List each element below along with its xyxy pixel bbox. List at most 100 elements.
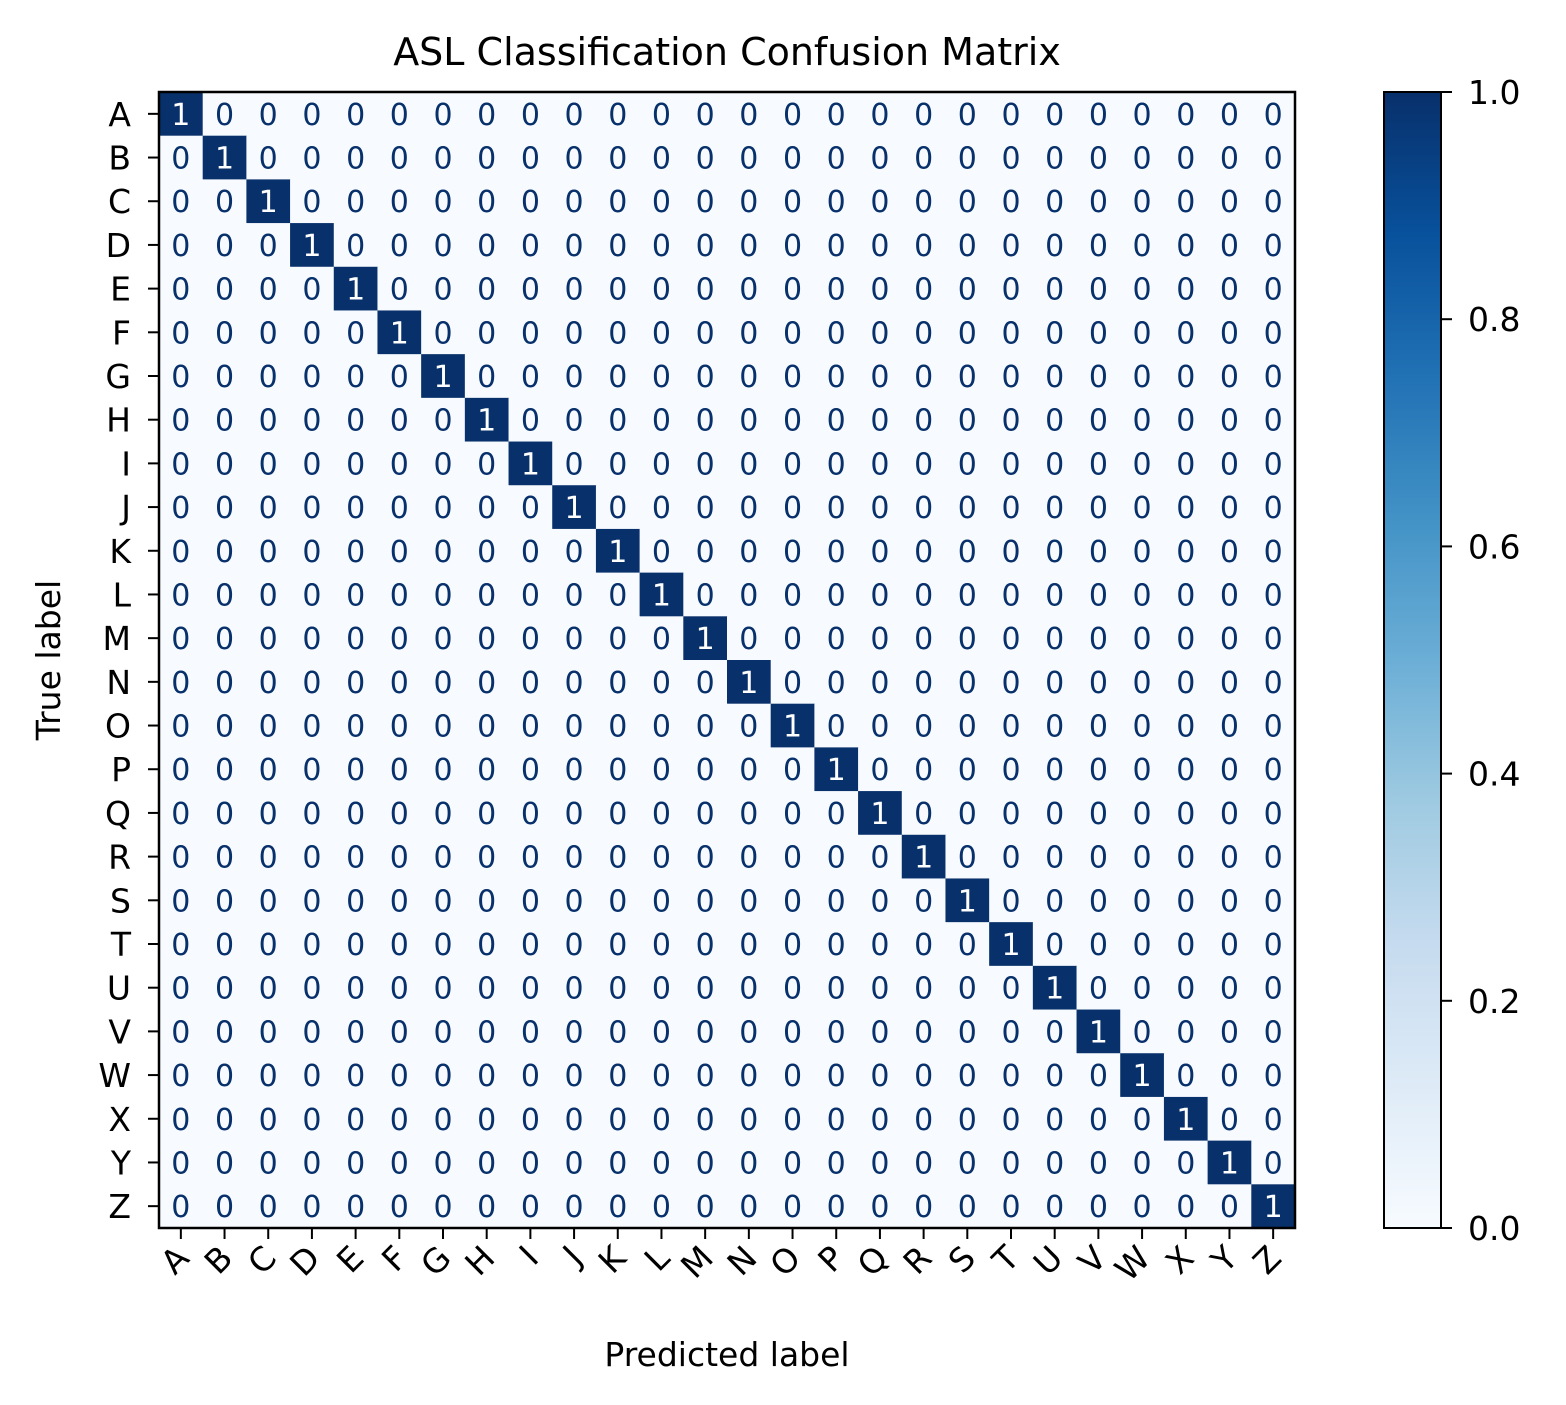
cell-value-S-I: 0	[521, 884, 540, 919]
cell-Q-P	[814, 791, 859, 836]
cell-X-O	[770, 1096, 815, 1142]
cell-value-K-X: 0	[1176, 535, 1195, 570]
cell-value-J-G: 0	[433, 491, 452, 526]
cell-L-X	[1163, 572, 1209, 617]
cell-value-L-F: 0	[390, 578, 409, 613]
cell-value-T-S: 0	[958, 928, 977, 963]
cell-G-C	[246, 354, 291, 399]
cell-value-L-I: 0	[521, 578, 540, 613]
cell-value-D-H: 0	[477, 229, 496, 264]
y-tick-label: Z	[108, 1187, 131, 1226]
cell-value-U-P: 0	[827, 972, 846, 1007]
cell-value-Q-J: 0	[565, 797, 584, 832]
cell-D-R	[901, 223, 946, 268]
cell-value-X-I: 0	[521, 1103, 540, 1138]
cell-K-U	[1032, 528, 1078, 574]
cell-value-M-A: 0	[171, 622, 190, 657]
cell-X-D	[290, 1096, 335, 1142]
cell-value-A-T: 0	[1001, 98, 1020, 133]
cell-value-N-D: 0	[302, 666, 321, 701]
cell-value-M-R: 0	[914, 622, 933, 657]
cell-value-A-L: 0	[652, 98, 671, 133]
cell-value-M-J: 0	[565, 622, 584, 657]
cell-value-G-Z: 0	[1264, 360, 1283, 395]
cell-H-X	[1163, 397, 1209, 443]
cell-value-S-J: 0	[565, 884, 584, 919]
cell-A-U	[1032, 92, 1078, 137]
cell-value-J-Z: 0	[1264, 491, 1283, 526]
cell-T-R	[901, 922, 946, 967]
cell-value-J-W: 0	[1133, 491, 1152, 526]
cell-D-A	[159, 223, 204, 268]
cell-Q-J	[552, 791, 597, 836]
cell-B-N	[727, 135, 772, 180]
cell-Z-W	[1120, 1184, 1165, 1229]
cell-value-X-B: 0	[215, 1103, 234, 1138]
cell-value-Q-Q: 1	[870, 797, 889, 832]
cell-A-R	[901, 92, 946, 137]
cell-value-D-G: 0	[433, 229, 452, 264]
cell-U-D	[290, 965, 335, 1011]
y-tick-label: D	[106, 226, 131, 265]
cell-I-M	[683, 441, 728, 486]
cell-L-K	[595, 572, 641, 617]
cell-value-L-N: 0	[739, 578, 758, 613]
cell-value-G-J: 0	[565, 360, 584, 395]
cell-value-labels: 1 0 0 0 0 0 0 0 0 0 0 0 0 0 0 0 0 0 0 0 0 0 0 0 0 00 1 0 0 0 0 0 0 0 0 0 0 0 0…	[171, 98, 1282, 1225]
cell-D-K	[595, 223, 641, 268]
cell-value-V-Y: 0	[1220, 1015, 1239, 1050]
cell-value-B-P: 0	[827, 142, 846, 177]
cell-value-R-O: 0	[783, 841, 802, 876]
cell-value-Y-S: 0	[958, 1146, 977, 1181]
cell-F-U	[1032, 310, 1078, 355]
cell-P-J	[552, 747, 597, 792]
cell-W-M	[683, 1053, 728, 1098]
cell-C-H	[464, 179, 510, 224]
cell-V-M	[683, 1009, 728, 1054]
cell-B-Z	[1251, 135, 1296, 180]
cell-value-P-S: 0	[958, 753, 977, 788]
x-tick-label: H	[457, 1238, 502, 1283]
cell-value-X-R: 0	[914, 1103, 933, 1138]
cell-value-E-Q: 0	[870, 273, 889, 308]
cell-value-I-N: 0	[739, 447, 758, 482]
cell-value-H-Q: 0	[870, 404, 889, 439]
cell-H-V	[1076, 397, 1121, 443]
cell-value-Z-Z: 1	[1264, 1190, 1283, 1225]
cell-C-J	[552, 179, 597, 224]
cell-value-R-S: 0	[958, 841, 977, 876]
cell-Y-X	[1163, 1140, 1209, 1185]
cell-K-Z	[1251, 528, 1296, 574]
cell-value-M-Q: 0	[870, 622, 889, 657]
cell-value-X-V: 0	[1089, 1103, 1108, 1138]
cell-U-W	[1120, 965, 1165, 1011]
cell-P-Y	[1207, 747, 1252, 792]
cell-value-H-Y: 0	[1220, 404, 1239, 439]
cell-value-Y-C: 0	[259, 1146, 278, 1181]
cell-value-A-D: 0	[302, 98, 321, 133]
cell-value-D-F: 0	[390, 229, 409, 264]
cell-value-G-M: 0	[696, 360, 715, 395]
cell-value-I-T: 0	[1001, 447, 1020, 482]
cell-value-Z-B: 0	[215, 1190, 234, 1225]
cell-value-P-W: 0	[1133, 753, 1152, 788]
colorbar-tick-label: 1.0	[1468, 73, 1520, 112]
cell-C-U	[1032, 179, 1078, 224]
y-tick-label: E	[110, 270, 131, 309]
y-tick-label: L	[113, 575, 132, 614]
cell-value-J-A: 0	[171, 491, 190, 526]
cell-value-C-T: 0	[1001, 185, 1020, 220]
cell-value-H-S: 0	[958, 404, 977, 439]
cell-B-J	[552, 135, 597, 180]
cell-value-S-B: 0	[215, 884, 234, 919]
cell-value-S-K: 0	[608, 884, 627, 919]
cell-G-Y	[1207, 354, 1252, 399]
cell-value-X-E: 0	[346, 1103, 365, 1138]
cell-value-C-H: 0	[477, 185, 496, 220]
cell-value-T-A: 0	[171, 928, 190, 963]
cell-value-N-S: 0	[958, 666, 977, 701]
cell-value-P-D: 0	[302, 753, 321, 788]
cell-value-C-S: 0	[958, 185, 977, 220]
cell-value-N-A: 0	[171, 666, 190, 701]
cell-value-W-P: 0	[827, 1059, 846, 1094]
